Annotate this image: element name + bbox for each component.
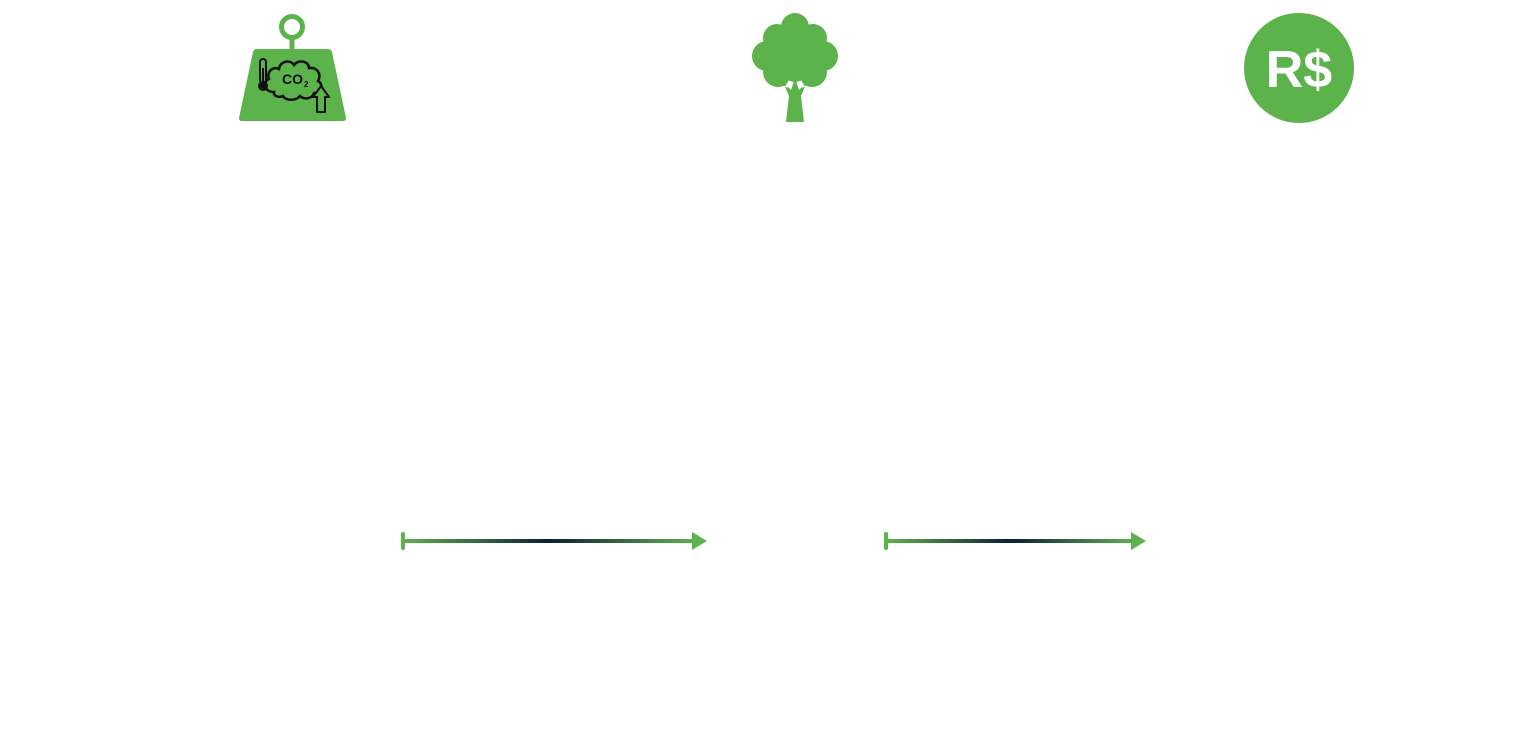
right-arrow-icon: [884, 532, 1146, 550]
tree-icon: [752, 13, 838, 122]
co2-subscript: 2: [304, 80, 309, 89]
currency-symbol: R$: [1266, 41, 1333, 99]
increase-arrow-icon: [312, 85, 330, 113]
right-arrow-icon: [401, 532, 707, 550]
co2-label: CO: [282, 71, 303, 87]
brazilian-real-coin-icon: R$: [1244, 13, 1354, 123]
co2-weight-icon: CO 2: [239, 14, 346, 121]
